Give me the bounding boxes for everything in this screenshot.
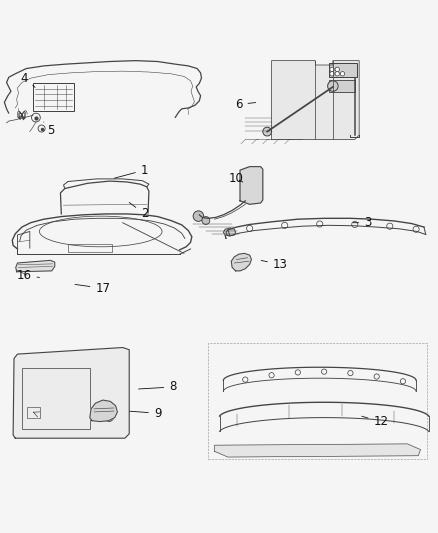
- Bar: [22, 368, 90, 430]
- Circle shape: [244, 172, 249, 177]
- Text: 8: 8: [138, 381, 177, 393]
- Text: 5: 5: [44, 122, 54, 137]
- Polygon shape: [16, 260, 55, 272]
- Circle shape: [330, 71, 334, 76]
- Circle shape: [251, 172, 256, 177]
- Text: 1: 1: [114, 164, 148, 178]
- Text: 3: 3: [353, 216, 371, 229]
- Circle shape: [340, 71, 345, 76]
- Bar: [328, 80, 355, 92]
- Circle shape: [335, 67, 339, 71]
- Text: 16: 16: [17, 269, 39, 282]
- Circle shape: [106, 414, 111, 418]
- Circle shape: [263, 127, 272, 136]
- Circle shape: [202, 216, 210, 224]
- Polygon shape: [90, 400, 117, 422]
- Polygon shape: [13, 348, 129, 438]
- Circle shape: [328, 81, 338, 91]
- Polygon shape: [231, 253, 251, 271]
- Text: 2: 2: [129, 203, 148, 221]
- Bar: [33, 83, 74, 111]
- Text: 12: 12: [362, 416, 389, 429]
- Polygon shape: [240, 167, 263, 204]
- Circle shape: [193, 211, 204, 221]
- Circle shape: [103, 411, 114, 422]
- Text: 13: 13: [261, 258, 288, 271]
- Text: 10: 10: [229, 172, 244, 185]
- Text: 6: 6: [235, 98, 256, 111]
- Circle shape: [251, 185, 256, 190]
- Bar: [328, 63, 357, 77]
- Polygon shape: [272, 61, 359, 140]
- Circle shape: [244, 179, 249, 184]
- Circle shape: [335, 71, 339, 76]
- Text: 4: 4: [20, 71, 35, 87]
- Circle shape: [330, 67, 334, 71]
- Bar: [27, 407, 40, 418]
- Text: 17: 17: [75, 282, 110, 295]
- Polygon shape: [215, 444, 420, 457]
- Text: 9: 9: [130, 407, 162, 419]
- Circle shape: [251, 179, 256, 184]
- Circle shape: [244, 185, 249, 190]
- Polygon shape: [223, 228, 236, 238]
- Bar: [208, 343, 427, 459]
- Bar: [68, 244, 112, 253]
